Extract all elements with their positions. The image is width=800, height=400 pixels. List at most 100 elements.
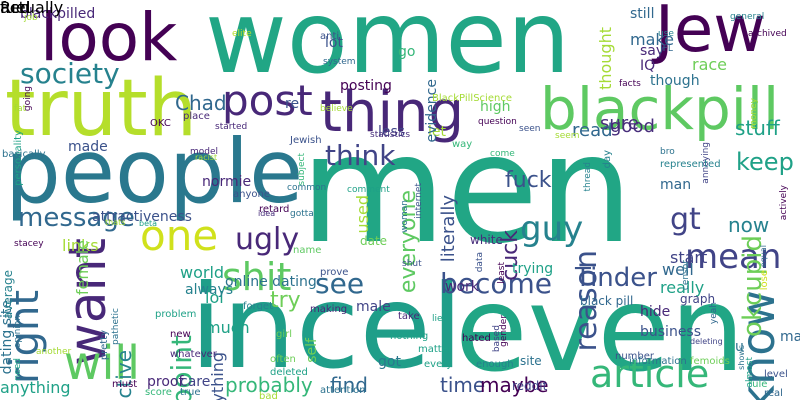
word-number: number [615,351,655,362]
word-normie: normie [202,174,252,190]
word-men: men [300,103,634,277]
word-forget: forget [243,301,273,312]
word-gt: gt [670,202,701,237]
word-racist: racist [195,153,218,162]
word-article: article [590,352,710,396]
word-attractiveness: attractiveness [92,209,192,225]
word-shows: shows [737,345,746,370]
word-anyone: anyone [233,189,270,200]
word-start: start [670,248,708,267]
word-actively: actively [779,185,789,221]
word-reddit: reddit [512,379,548,393]
word-date: date [360,234,388,248]
word-almost: almost [745,357,755,388]
word-man: man [660,177,692,193]
word-see: see [315,267,365,300]
word-internet: internet [414,183,424,219]
word-make: make [630,30,674,49]
word-blackpillscience: BlackPillScience [432,93,512,104]
word-jfl: JFL [660,44,673,54]
word-business: business [640,324,702,340]
word-really: really [660,278,705,297]
word-fat: fat [14,104,27,114]
word-trying: trying [512,261,554,277]
word-even: even [455,260,745,398]
word-u: u [735,339,744,355]
word-lot: lot [325,35,343,51]
word-think: think [325,139,396,172]
word-high: high [480,99,511,115]
word-thing: thing [320,80,465,145]
word-race: race [692,55,728,74]
word-femoids: femoids [690,356,730,367]
word-mean: mean [685,237,782,277]
word-new: new [170,329,191,340]
word-matter: matter [418,344,452,355]
word-self: self [304,338,320,363]
word-bad: bad [259,391,278,400]
word-thats: thats [105,218,126,227]
word-censor: censor [681,260,691,291]
word-another: another [36,347,72,357]
word-try: try [270,288,301,313]
word-blackpilled: blackpilled [20,6,96,22]
word-elite: elite [232,29,252,39]
word-one: one [140,211,219,260]
word-say: say [640,43,665,59]
word-much: much [205,318,250,337]
word-lose: lose [759,270,770,291]
word-black-pill: black pill [580,294,634,308]
word-woman: woman [400,200,410,233]
word-okc: OKC [150,118,171,129]
word-bro: bro [660,147,675,157]
word-guy: guy [520,209,584,249]
word-majority: majority [780,329,800,345]
word-gotta: gotta [290,209,314,219]
word-pathetic: pathetic [111,308,121,345]
word-seem: seem [555,131,580,141]
word-ugly: ugly [235,222,300,257]
word-become: become [440,267,553,300]
word-deleting: deleting [690,337,723,346]
word-message: message [18,203,135,233]
word-evidence: evidence [424,79,440,143]
word-attractive: attractive [112,350,136,400]
word-got: got [378,354,401,370]
word-beta: beta [139,219,158,228]
word-let: let [428,124,446,140]
word-least: least [497,262,507,284]
word-girl: girl [276,329,293,340]
word-facts: facts [619,79,641,89]
word-every: every [424,359,453,370]
word-need: need [13,358,23,381]
word-keep: keep [736,148,794,176]
word-seen: seen [519,124,541,134]
word-graph: graph [680,292,716,306]
word-money: money [749,98,759,129]
word-idea: idea [258,209,276,218]
word-red: Red [0,0,31,17]
word-place: place [183,111,210,122]
word-job: job [24,13,38,23]
word-actually: actually [0,0,64,17]
word-system: system [323,57,356,67]
word-problem: problem [155,309,197,320]
word-retard: retard [259,204,290,215]
word-often: often [270,354,296,365]
word-shut: shut [402,259,422,269]
word-attention: attention [320,385,366,396]
word-read: read [572,120,613,141]
word-female: female [73,240,92,296]
word-jew: Jew [655,0,766,67]
word-care: care [180,374,211,390]
word-must: must [112,379,138,390]
word-come: come [490,149,515,159]
word-making: making [310,304,348,315]
word-online-dating: online dating [225,274,317,290]
word-women: women [205,0,571,96]
word-lol: lol [205,288,224,307]
word-sure: sure [600,113,639,134]
word-prove: prove [320,267,349,278]
word-though: though [650,73,700,89]
